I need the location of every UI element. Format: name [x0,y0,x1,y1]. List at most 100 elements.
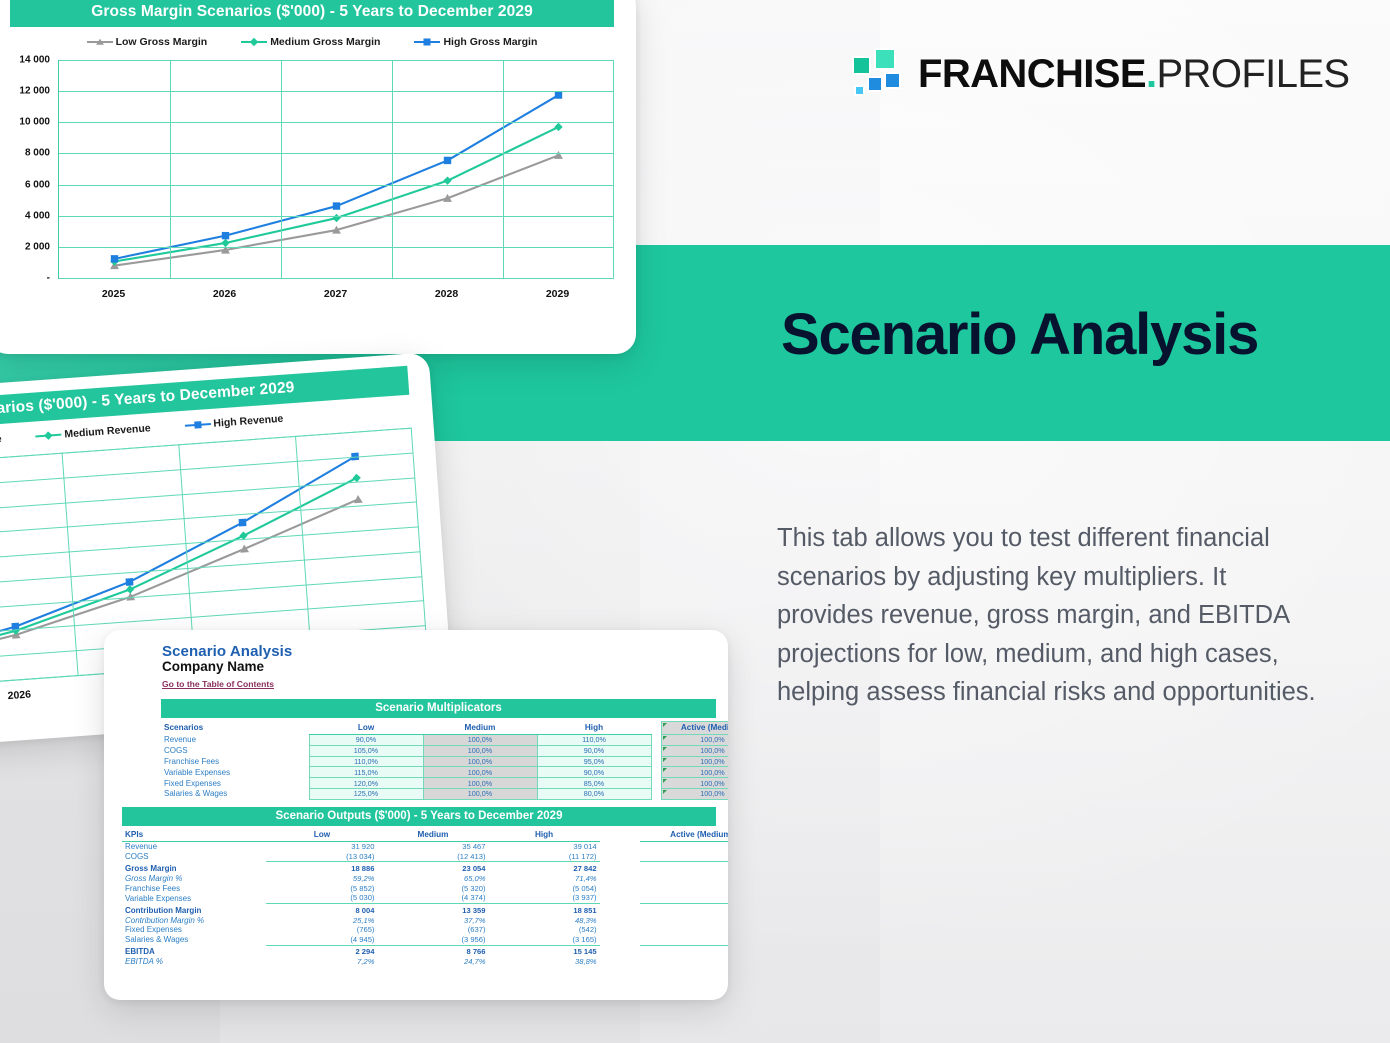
multiplicators-section-title: Scenario Multiplicators [161,699,716,718]
y-axis-tick-label: 4 000 [24,210,50,222]
table-row: Franchise Fees (5 852) (5 320) (5 054) (5 32… [122,883,728,893]
output-row-label: EBITDA % [125,957,163,967]
multiplicator-cell-active: 100,0% [660,744,728,757]
y-axis-tick-label: 12 000 [19,85,50,97]
multiplicator-cell-active: 100,0% [660,787,728,800]
legend-line-blue [184,421,211,429]
output-cell-low: 2 294 [355,947,375,957]
spacer-cell [600,864,640,874]
multiplicator-cell-high[interactable]: 90,0% [536,766,652,779]
table-row: Franchise Fees 110,0% 100,0% 95,0% 100,0% [161,755,728,768]
output-cell-high: 38,8% [575,957,597,967]
multiplicators-row-header: Scenarios [164,723,204,732]
multiplicator-cell-medium[interactable]: 100,0% [422,787,538,800]
output-row-label: Variable Expenses [125,893,192,903]
output-cell-high: 27 842 [573,864,597,874]
multiplicator-cell-medium[interactable]: 100,0% [422,734,538,746]
revenue-plot [0,427,428,693]
output-cell-active: (4 374) [640,893,728,903]
scenario-outputs-table: KPIs Low Medium High Active (Medium) Rev… [122,828,728,967]
multiplicator-cell-high[interactable]: 90,0% [536,744,652,757]
multiplicator-cell-high[interactable]: 80,0% [536,787,652,800]
y-axis-tick-label: 2 000 [24,241,50,253]
output-cell-high: (3 937) [572,893,597,903]
multiplicator-row-label: COGS [164,746,188,756]
multiplicator-cell-low[interactable]: 115,0% [308,766,424,779]
spacer-cell [651,735,661,746]
multiplicator-cell-medium[interactable]: 100,0% [422,777,538,789]
output-row-label: Salaries & Wages [125,935,189,945]
output-cell-medium: 35 467 [462,842,486,852]
output-cell-medium: (5 320) [461,883,486,893]
table-row: EBITDA 2 294 8 766 15 145 8 766 [122,947,728,957]
output-cell-low: (4 945) [350,935,375,945]
output-cell-active: 24,7% [640,957,728,967]
output-cell-high: (11 172) [568,851,597,861]
x-axis-tick-label: 2026 [7,688,32,703]
table-row: Variable Expenses (5 030) (4 374) (3 937) (4… [122,893,728,903]
table-rule [122,861,728,864]
multiplicator-cell-medium[interactable]: 100,0% [422,755,538,768]
multiplicator-row-label: Variable Expenses [164,767,231,777]
output-cell-high: 39 014 [573,842,597,852]
multiplicators-col-high: High [537,721,651,735]
multiplicator-row-label: Fixed Expenses [164,778,221,788]
legend-item-low-revenue: Low Revenue [0,433,2,452]
sheet-title: Scenario Analysis [162,643,293,660]
spacer-cell [600,925,640,935]
output-cell-medium: 37,7% [463,915,486,925]
multiplicator-cell-active: 100,0% [660,734,728,746]
multiplicator-cell-high[interactable]: 110,0% [536,734,652,746]
gross-margin-plot [58,60,614,279]
output-cell-low: 8 004 [355,905,375,915]
output-cell-high: (542) [578,925,597,935]
y-axis-tick-label: 14 000 [19,54,50,66]
table-of-contents-link[interactable]: Go to the Table of Contents [162,679,275,689]
logo-wordmark: FRANCHISE.PROFILES [918,54,1350,94]
outputs-header-row: KPIs Low Medium High Active (Medium) [122,828,728,842]
table-rule [122,902,728,906]
multiplicators-col-medium: Medium [423,721,537,735]
spacer-cell [651,756,661,767]
table-row: COGS (13 034) (12 413) (11 172) (12 413) [122,851,728,861]
output-cell-high: 15 145 [573,947,597,957]
spacer-cell [651,778,661,789]
legend-item-medium-revenue: Medium Revenue [35,422,151,442]
output-cell-low: (13 034) [346,851,375,861]
output-cell-low: (5 852) [350,883,375,893]
multiplicator-cell-high[interactable]: 95,0% [536,755,652,768]
output-cell-active: 37,7% [640,915,728,925]
multiplicator-cell-low[interactable]: 90,0% [308,734,424,746]
logo-mosaic-icon [852,48,902,100]
x-axis-tick-label: 2029 [545,288,570,300]
table-row: Revenue 90,0% 100,0% 110,0% 100,0% [161,734,728,746]
legend-label-medium-revenue: Medium Revenue [64,422,152,441]
logo-word-profiles: PROFILES [1156,52,1350,96]
output-cell-active: 65,0% [640,874,728,884]
spacer-cell [600,893,640,903]
output-cell-active: 35 467 [640,841,728,851]
output-row-label: Gross Margin % [125,873,183,883]
output-cell-active: (3 956) [640,935,728,945]
output-row-label: Contribution Margin % [125,915,205,925]
multiplicator-cell-low[interactable]: 110,0% [308,755,424,768]
page-title: Scenario Analysis [781,302,1259,367]
multiplicator-cell-low[interactable]: 120,0% [308,777,424,789]
sheet-header: Scenario Analysis Company Name Go to the… [104,630,728,692]
outputs-col-medium: Medium [377,828,489,842]
legend-label-high-gross-margin: High Gross Margin [443,36,538,48]
outputs-col-active: Active (Medium) [639,828,728,842]
revenue-plot-area: 2026 [0,427,436,723]
output-cell-medium: (3 956) [461,935,486,945]
table-row: Revenue 31 920 35 467 39 014 35 467 [122,841,728,851]
multiplicator-cell-medium[interactable]: 100,0% [422,766,538,779]
output-cell-active: 13 359 [640,905,728,915]
multiplicator-cell-medium[interactable]: 100,0% [422,744,538,757]
table-row: COGS 105,0% 100,0% 90,0% 100,0% [161,744,728,757]
sheet-company-name: Company Name [162,659,265,674]
output-cell-medium: 13 359 [462,905,486,915]
multiplicator-cell-low[interactable]: 105,0% [308,744,424,757]
multiplicator-cell-high[interactable]: 85,0% [536,777,652,789]
gross-margin-chart-card: Gross Margin Scenarios ($'000) - 5 Years… [0,0,636,354]
multiplicator-cell-low[interactable]: 125,0% [308,787,424,800]
